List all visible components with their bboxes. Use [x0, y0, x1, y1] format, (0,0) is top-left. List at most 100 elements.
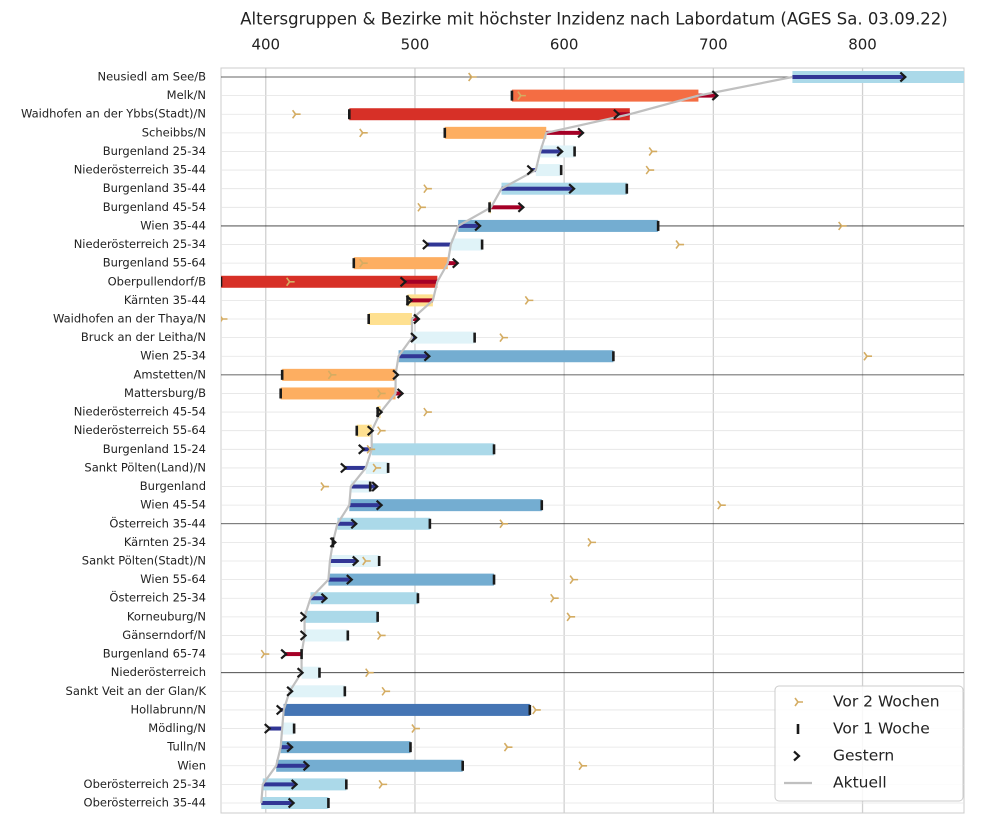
two-week-marker [260, 649, 270, 659]
day-change-bar [261, 801, 293, 805]
week-change-bar [368, 313, 412, 325]
legend-label: Vor 2 Wochen [833, 693, 940, 711]
category-label: Wien 35-44 [140, 218, 206, 232]
day-change-bar [546, 130, 583, 135]
yesterday-marker [392, 369, 400, 381]
category-label: Österreich 25-34 [109, 589, 206, 605]
yesterday-marker [287, 797, 296, 809]
two-week-marker [499, 519, 508, 529]
day-change-bar [491, 205, 523, 210]
category-label: Wien 25-34 [140, 349, 206, 363]
week-change-bar [511, 89, 699, 102]
legend-label: Vor 1 Woche [833, 720, 930, 738]
week-change-bar [310, 592, 418, 605]
yesterday-marker [375, 499, 384, 511]
two-week-marker [381, 686, 391, 696]
yesterday-marker [375, 406, 384, 418]
yesterday-marker [290, 779, 299, 790]
week-change-bar [304, 610, 378, 623]
two-week-marker [863, 351, 873, 361]
category-label: Waidhofen an der Thaya/N [53, 312, 206, 326]
two-week-marker [717, 500, 726, 510]
category-label: Burgenland 25-34 [103, 144, 206, 158]
day-change-bar [276, 763, 308, 768]
category-label: Oberösterreich 25-34 [84, 777, 206, 791]
yesterday-marker [556, 146, 564, 157]
day-change-bar [426, 242, 451, 247]
two-week-marker [377, 426, 386, 436]
day-change-bar [285, 652, 302, 657]
category-label: Burgenland 65-74 [103, 647, 206, 661]
yesterday-marker [526, 164, 534, 176]
day-change-bar [268, 726, 283, 731]
category-label: Niederösterreich 55-64 [74, 423, 206, 437]
two-week-marker [327, 370, 337, 380]
week-change-bar [280, 741, 411, 754]
yesterday-marker [410, 332, 418, 343]
week-change-bar [458, 219, 659, 232]
category-label: Burgenland 55-64 [103, 256, 206, 270]
aktuell-line [260, 75, 793, 804]
week-change-bar [282, 368, 396, 381]
yesterday-marker [399, 276, 408, 288]
two-week-marker [377, 630, 386, 640]
category-label: Niederösterreich [111, 665, 206, 679]
two-week-marker [645, 165, 655, 175]
two-week-marker [675, 240, 685, 250]
day-change-bar [349, 503, 381, 508]
yesterday-marker [711, 90, 719, 101]
week-change-bar [444, 126, 547, 139]
x-tick-label: 700 [699, 36, 728, 54]
category-label: Korneuburg/N [127, 609, 206, 623]
category-label: Wien 45-54 [140, 498, 206, 512]
day-change-bar [698, 93, 717, 98]
category-label: Burgenland 15-24 [103, 442, 206, 456]
two-week-marker [648, 146, 658, 156]
yesterday-marker [286, 685, 294, 697]
two-week-marker [503, 742, 513, 752]
yesterday-marker [577, 127, 585, 139]
two-week-marker [377, 388, 386, 398]
week-change-bar [328, 573, 495, 586]
two-week-marker [532, 705, 541, 715]
week-change-bar [282, 722, 295, 735]
category-label: Melk/N [167, 88, 206, 102]
yesterday-marker [299, 611, 308, 623]
week-change-bar [411, 331, 475, 344]
yesterday-marker [413, 313, 421, 325]
category-label: Kärnten 35-44 [124, 293, 206, 307]
yesterday-marker [405, 295, 414, 306]
x-tick-label: 400 [251, 36, 280, 54]
yesterday-marker [451, 257, 460, 269]
category-label: Sankt Pölten(Stadt)/N [82, 554, 206, 568]
two-week-marker [291, 109, 301, 119]
two-week-marker [423, 407, 432, 417]
two-week-marker [838, 221, 847, 231]
two-week-marker [359, 258, 368, 268]
yesterday-marker [899, 71, 907, 83]
category-label: Niederösterreich 45-54 [74, 405, 206, 419]
category-label: Oberpullendorf/B [108, 274, 206, 288]
category-label: Waidhofen an der Ybbs(Stadt)/N [21, 107, 206, 121]
yesterday-marker [329, 537, 338, 548]
two-week-marker [221, 315, 228, 323]
week-change-bar [283, 703, 530, 716]
category-label: Wien 55-64 [140, 572, 206, 586]
two-week-marker [569, 575, 579, 585]
yesterday-marker [280, 648, 288, 660]
two-week-marker [365, 668, 374, 678]
yesterday-marker [613, 108, 621, 120]
week-change-bar [349, 499, 542, 512]
week-change-bar [349, 108, 630, 121]
day-change-bar [410, 298, 433, 303]
legend-label: Aktuell [833, 774, 887, 792]
two-week-marker [320, 482, 329, 492]
day-change-bar [310, 596, 326, 601]
day-change-bar [458, 223, 480, 228]
day-change-bar [395, 391, 402, 396]
category-label: Österreich 35-44 [109, 514, 206, 530]
yesterday-marker [793, 750, 801, 762]
category-label: Scheibbs/N [142, 125, 206, 139]
grid [265, 68, 864, 813]
